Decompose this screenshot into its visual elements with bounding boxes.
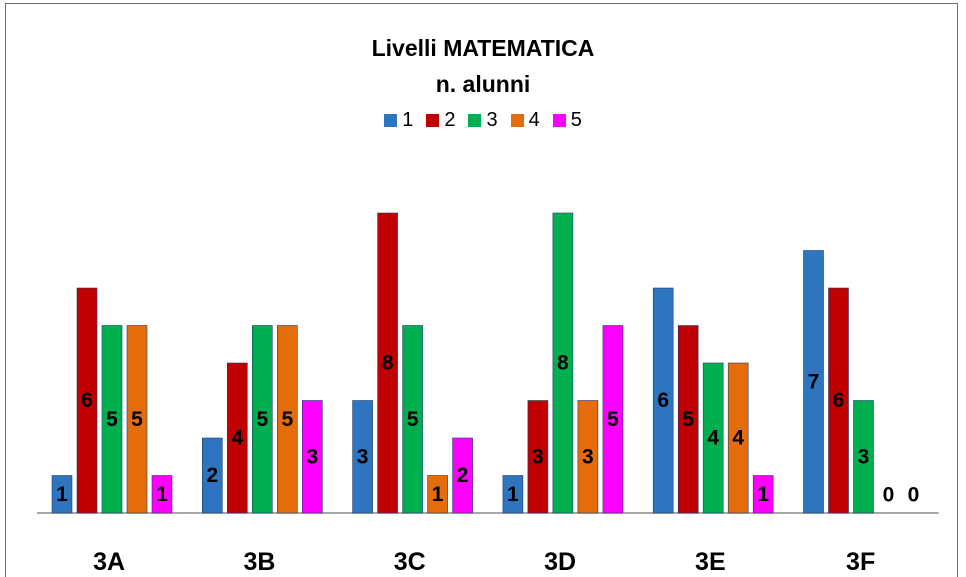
data-label-3F-series-4: 0	[883, 484, 895, 507]
data-label-3F-series-2: 6	[833, 389, 845, 412]
data-label-3D-series-1: 1	[507, 483, 519, 506]
data-label-3E-series-2: 5	[682, 408, 694, 431]
data-label-3C-series-2: 8	[382, 352, 394, 375]
bar-3C-series-4	[427, 475, 448, 514]
legend-label-5: 5	[570, 108, 582, 131]
bar-3F-series-1	[803, 250, 824, 514]
bar-3A-series-1	[51, 475, 73, 514]
data-label-3C-series-1: 3	[357, 445, 369, 468]
category-label-3D: 3D	[544, 548, 576, 576]
data-label-3D-series-5: 5	[607, 408, 619, 431]
data-label-3E-series-3: 4	[707, 427, 719, 450]
bar-3A-series-3	[101, 325, 123, 514]
data-label-3D-series-2: 3	[532, 445, 544, 468]
data-label-3C-series-5: 2	[457, 464, 469, 487]
legend-swatch-2	[426, 113, 440, 127]
legend-item-3: 3	[468, 108, 498, 132]
bar-3C-series-3	[402, 325, 423, 514]
data-label-3C-series-3: 5	[407, 408, 419, 431]
bar-3D-series-2	[527, 400, 549, 514]
legend-swatch-1	[384, 113, 398, 127]
bar-3B-series-4	[276, 325, 298, 514]
bar-3D-series-1	[502, 475, 524, 514]
data-label-3F-series-5: 0	[908, 484, 920, 507]
bar-3E-series-2	[677, 325, 699, 514]
data-label-3A-series-1: 1	[56, 483, 68, 506]
bar-3C-series-5	[452, 437, 473, 514]
data-label-3B-series-3: 5	[256, 408, 268, 431]
legend-item-1: 1	[384, 109, 413, 132]
bar-3A-series-4	[126, 325, 148, 514]
data-label-3A-series-3: 5	[106, 408, 118, 431]
bar-3D-series-5	[602, 325, 624, 514]
legend-item-5: 5	[552, 108, 582, 132]
data-label-3A-series-2: 6	[81, 389, 93, 412]
legend-item-4: 4	[510, 108, 540, 132]
chart-title: Livelli MATEMATICA	[371, 35, 595, 61]
data-label-3D-series-3: 8	[557, 352, 569, 375]
data-label-3A-series-4: 5	[131, 408, 143, 431]
legend-label-1: 1	[402, 108, 414, 131]
legend-label-3: 3	[486, 108, 498, 131]
data-label-3B-series-5: 3	[306, 445, 318, 468]
category-label-3E: 3E	[695, 548, 726, 576]
bar-3A-series-5	[151, 475, 173, 514]
legend-item-2: 2	[426, 109, 455, 132]
data-label-3B-series-1: 2	[206, 464, 218, 487]
bar-3E-series-5	[752, 475, 774, 514]
legend-label-2: 2	[444, 108, 456, 131]
legend-swatch-5	[552, 113, 566, 127]
data-label-3C-series-4: 1	[432, 483, 444, 506]
data-label-3F-series-3: 3	[858, 445, 870, 468]
category-label-3C: 3C	[394, 548, 426, 576]
legend-swatch-4	[510, 113, 524, 127]
bar-3B-series-1	[202, 437, 223, 514]
bar-3D-series-3	[552, 212, 574, 514]
data-label-3A-series-5: 1	[156, 483, 168, 506]
data-label-3E-series-1: 6	[657, 389, 669, 412]
data-label-3E-series-4: 4	[732, 427, 744, 450]
data-label-3F-series-1: 7	[808, 370, 820, 393]
legend-label-4: 4	[528, 108, 540, 131]
category-label-3F: 3F	[846, 548, 875, 576]
data-label-3B-series-4: 5	[281, 408, 293, 431]
bar-3E-series-3	[702, 362, 724, 514]
bar-3F-series-3	[853, 400, 874, 514]
bar-3C-series-2	[377, 212, 398, 514]
bar-3C-series-1	[352, 400, 373, 514]
data-label-3B-series-2: 4	[231, 427, 243, 450]
bar-3B-series-2	[227, 362, 248, 514]
chart-legend: 1 2 3 4 5	[0, 108, 966, 132]
category-label-3B: 3B	[243, 548, 275, 576]
bar-3D-series-4	[577, 400, 599, 514]
data-label-3D-series-4: 3	[582, 445, 594, 468]
bar-3B-series-5	[301, 400, 323, 514]
bar-3E-series-4	[727, 362, 749, 514]
bar-3E-series-1	[652, 287, 674, 514]
data-label-3E-series-5: 1	[757, 483, 769, 506]
bar-3A-series-2	[76, 287, 98, 514]
chart-subtitle: n. alunni	[435, 71, 531, 97]
bar-3B-series-3	[252, 325, 273, 514]
bar-3F-series-2	[828, 287, 849, 514]
legend-swatch-3	[468, 113, 482, 127]
category-label-3A: 3A	[93, 548, 125, 576]
